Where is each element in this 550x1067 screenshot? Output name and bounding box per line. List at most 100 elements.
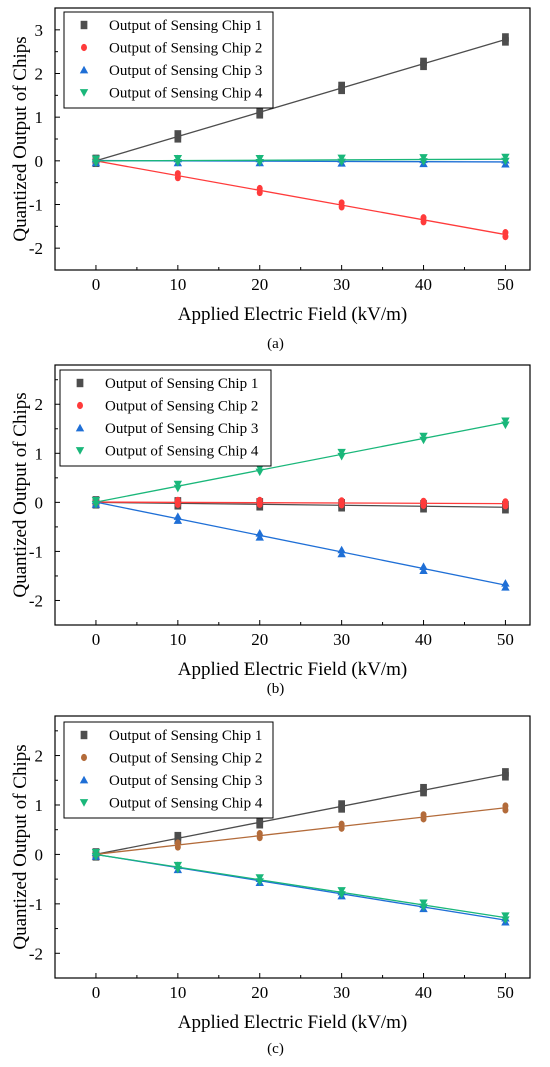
x-tick-label: 10 — [169, 630, 186, 649]
series-fit-line — [95, 501, 506, 586]
plot-frame — [54, 364, 531, 626]
series-fit-line — [95, 807, 506, 855]
data-point — [255, 464, 264, 473]
data-point-repeat — [338, 203, 345, 211]
data-point — [173, 480, 183, 489]
data-point-repeat — [420, 815, 427, 823]
x-tick-label: 50 — [497, 630, 514, 649]
data-point — [91, 849, 101, 857]
data-point — [419, 899, 428, 908]
x-tick-label: 50 — [497, 983, 514, 1002]
data-point-repeat — [419, 903, 428, 912]
y-tick-label: 2 — [35, 65, 44, 84]
data-point — [173, 155, 183, 163]
data-point-repeat — [174, 174, 181, 182]
legend-label: Output of Sensing Chip 4 — [109, 86, 263, 102]
legend-marker — [76, 378, 84, 388]
legend-box — [63, 721, 274, 819]
data-point-repeat — [419, 436, 428, 445]
legend-label: Output of Sensing Chip 4 — [105, 444, 259, 460]
x-tick-label: 20 — [251, 275, 268, 294]
data-point-repeat — [501, 916, 510, 924]
data-point — [173, 512, 183, 520]
data-point-repeat — [91, 159, 101, 168]
x-tick-label: 0 — [92, 983, 101, 1002]
plot-frame — [54, 715, 531, 979]
data-point-repeat — [173, 865, 183, 874]
data-point-repeat — [173, 484, 183, 493]
data-point-repeat — [338, 85, 345, 95]
data-point-repeat — [501, 157, 510, 166]
y-axis-label: Quantized Output of Chips — [10, 392, 31, 597]
y-tick-label: 0 — [35, 152, 44, 171]
x-tick-label: 40 — [415, 630, 432, 649]
data-point-repeat — [420, 787, 427, 797]
x-tick-label: 30 — [333, 630, 350, 649]
x-tick-label: 10 — [169, 983, 186, 1002]
series-fit-line — [95, 421, 506, 503]
legend-label: Output of Sensing Chip 2 — [109, 41, 262, 57]
data-point-repeat — [501, 421, 510, 430]
y-tick-label: 2 — [35, 747, 44, 766]
legend-marker — [80, 730, 88, 740]
y-tick-label: -2 — [29, 239, 43, 258]
data-point — [255, 874, 264, 882]
y-tick-label: -1 — [29, 196, 43, 215]
data-point-repeat — [338, 501, 345, 509]
chart-panel: 0 10 20 30 40 50 -2 -1 0 1 2 3 Applied Electric Fiel… — [10, 7, 531, 352]
chart-panel: 0 10 20 30 40 50 -2 -1 0 1 2 Applied Electric Field… — [10, 364, 531, 697]
y-tick-label: 0 — [35, 845, 44, 864]
legend-marker — [79, 799, 89, 807]
data-point-repeat — [420, 61, 427, 71]
legend-label: Output of Sensing Chip 2 — [105, 399, 258, 415]
data-point-repeat — [256, 834, 263, 842]
legend-label: Output of Sensing Chip 1 — [109, 728, 262, 744]
x-axis-label: Applied Electric Field (kV/m) — [178, 304, 408, 325]
data-point-repeat — [174, 500, 181, 508]
x-axis-label: Applied Electric Field (kV/m) — [178, 659, 408, 680]
data-point-repeat — [256, 188, 263, 197]
data-point-repeat — [256, 820, 264, 829]
x-tick-label: 40 — [415, 983, 432, 1002]
data-point — [337, 545, 346, 554]
data-point — [91, 496, 101, 505]
data-point — [501, 912, 510, 920]
data-point-repeat — [337, 158, 346, 167]
x-tick-label: 40 — [415, 275, 432, 294]
series-fit-line — [95, 501, 506, 505]
series-fit-line — [95, 773, 506, 855]
y-tick-label: -2 — [29, 944, 43, 963]
y-tick-label: 3 — [35, 21, 44, 40]
legend-marker — [81, 753, 87, 762]
data-point-repeat — [420, 501, 427, 509]
x-axis-label: Applied Electric Field (kV/m) — [178, 1012, 408, 1033]
data-point — [501, 153, 510, 162]
data-point-repeat — [256, 110, 264, 119]
legend-label: Output of Sensing Chip 3 — [109, 63, 262, 79]
data-point-repeat — [420, 218, 427, 226]
legend-label: Output of Sensing Chip 3 — [109, 773, 262, 789]
data-point-repeat — [502, 502, 509, 510]
data-point-repeat — [255, 533, 264, 541]
data-point-repeat — [255, 159, 264, 167]
legend-marker — [79, 89, 89, 97]
data-point-repeat — [255, 878, 264, 886]
y-tick-label: 1 — [35, 108, 44, 127]
legend-marker — [81, 43, 87, 52]
legend-box — [63, 11, 274, 109]
y-tick-label: -1 — [29, 895, 43, 914]
data-point-repeat — [174, 134, 182, 143]
data-point-repeat — [502, 233, 509, 241]
data-point — [255, 155, 264, 163]
y-tick-label: 2 — [35, 395, 44, 414]
legend-marker — [80, 20, 88, 30]
data-point — [337, 448, 346, 457]
legend-label: Output of Sensing Chip 1 — [109, 18, 262, 34]
legend-label: Output of Sensing Chip 3 — [105, 421, 258, 437]
y-tick-label: 0 — [35, 493, 44, 512]
data-point-repeat — [502, 37, 509, 46]
legend-label: Output of Sensing Chip 4 — [109, 796, 263, 812]
data-point-repeat — [173, 159, 183, 167]
series-fit-line — [95, 38, 506, 162]
